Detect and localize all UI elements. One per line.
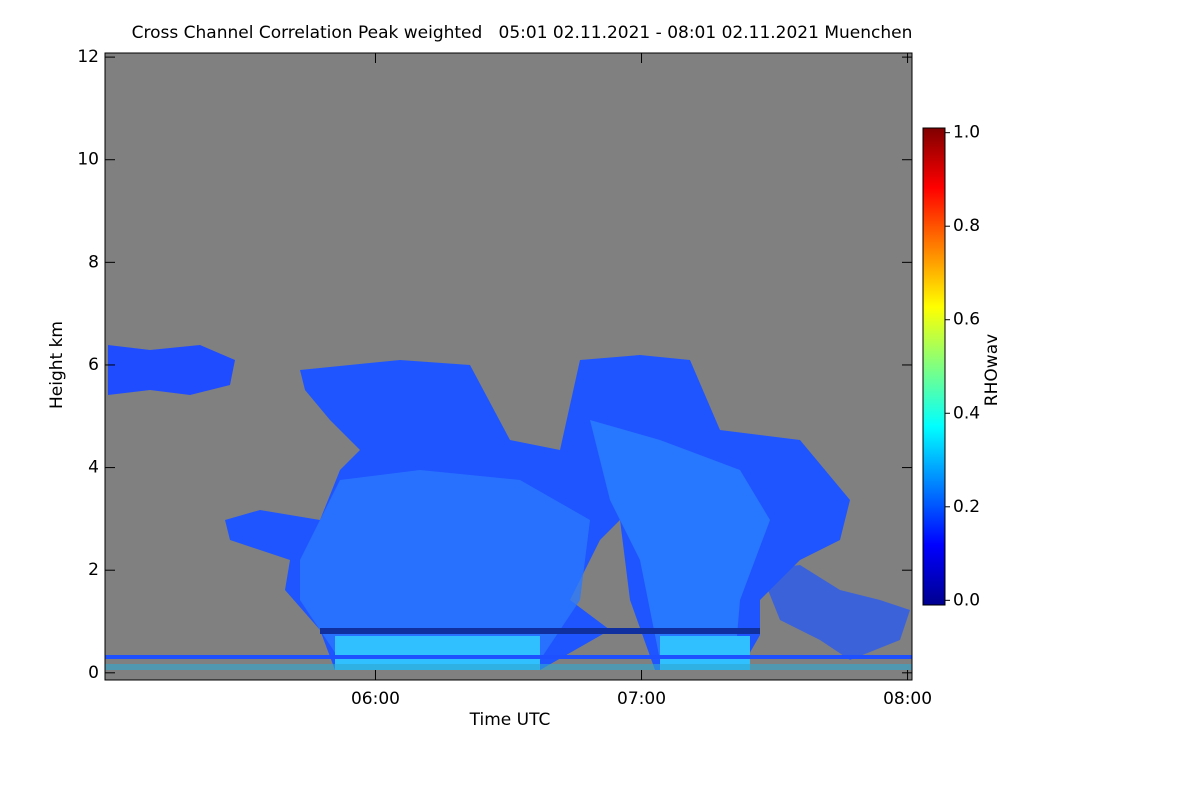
x-axis-label: Time UTC xyxy=(469,710,551,730)
plot-frame xyxy=(104,52,913,681)
colorbar-tick-label: 0.4 xyxy=(953,403,980,423)
chart-title: Cross Channel Correlation Peak weighted … xyxy=(132,23,913,43)
y-tick-label: 10 xyxy=(77,150,99,170)
colorbar-tick-label: 0.2 xyxy=(953,497,980,517)
colorbar-label: RHOwav xyxy=(982,334,1002,406)
cloud-field xyxy=(105,345,912,670)
colorbar-tick-label: 0.0 xyxy=(953,590,980,610)
x-tick-label: 07:00 xyxy=(617,689,666,709)
colorbar-tick-label: 0.8 xyxy=(953,216,980,236)
y-tick-label: 6 xyxy=(88,355,99,375)
y-tick-label: 4 xyxy=(88,458,99,478)
y-tick-label: 2 xyxy=(88,560,99,580)
colorbar xyxy=(922,127,946,606)
y-tick-label: 0 xyxy=(88,663,99,683)
y-tick-label: 8 xyxy=(88,252,99,272)
colorbar-tick-label: 0.6 xyxy=(953,310,980,330)
y-axis-label: Height km xyxy=(47,321,67,409)
x-tick-label: 08:00 xyxy=(883,689,932,709)
x-tick-label: 06:00 xyxy=(351,689,400,709)
y-tick-label: 12 xyxy=(77,47,99,67)
colorbar-tick-label: 1.0 xyxy=(953,123,980,143)
